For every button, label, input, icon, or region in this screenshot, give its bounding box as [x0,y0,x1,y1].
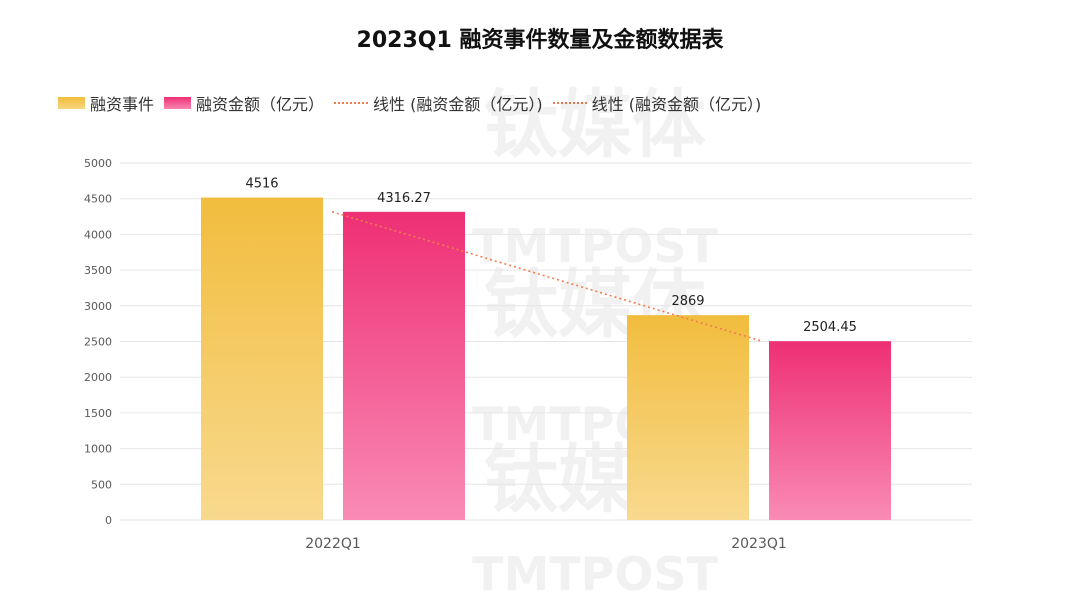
y-tick-label: 500 [91,478,112,491]
y-tick-label: 5000 [84,157,112,170]
watermark-text: 钛媒体 [484,82,706,168]
legend-label-trend-2: 线性 (融资金额（亿元）) [591,95,762,114]
y-tick-label: 2500 [84,336,112,349]
legend-item-trend-1: 线性 (融资金额（亿元）) [334,91,543,115]
legend-swatch-amount [164,97,192,109]
y-tick-label: 3000 [84,300,112,313]
legend-item-events: 融资事件 [58,91,154,115]
data-label: 4316.27 [377,191,431,206]
chart-title: 2023Q1 融资事件数量及金额数据表 [356,28,724,53]
bars [201,197,891,520]
bar-2022Q1-series-0 [201,197,323,520]
y-tick-label: 0 [105,514,112,527]
legend-label-amount: 融资金额（亿元） [196,95,325,114]
legend-item-amount: 融资金额（亿元） [164,91,324,115]
x-tick-label: 2022Q1 [305,536,361,552]
y-tick-label: 4000 [84,228,112,241]
data-label: 2504.45 [803,320,857,335]
x-axis-ticks: 2022Q1 2023Q1 [305,536,787,552]
y-axis-ticks: 0 500 1000 1500 2000 2500 3000 3500 4000 4500 5000 [84,157,112,527]
data-label: 2869 [671,294,704,309]
y-tick-label: 4500 [84,193,112,206]
chart-legend: 融资事件 融资金额（亿元） 线性 (融资金额（亿元）) 线性 (融资金额（亿元）… [58,91,771,115]
bar-2022Q1-series-1 [343,211,465,520]
legend-line-trend-1 [334,102,369,104]
legend-label-events: 融资事件 [90,95,155,114]
legend-swatch-events [58,97,85,109]
legend-label-trend-1: 线性 (融资金额（亿元）) [373,95,543,114]
y-tick-label: 1500 [84,407,112,420]
y-tick-label: 1000 [84,443,112,456]
y-tick-label: 3500 [84,264,112,277]
legend-line-trend-2 [552,102,587,104]
legend-item-trend-2: 线性 (融资金额（亿元）) [552,91,762,115]
y-tick-label: 2000 [84,371,112,384]
watermark-text: TMTPOST [472,547,718,601]
x-tick-label: 2023Q1 [731,536,787,552]
data-label: 4516 [245,177,278,192]
data-labels: 4516 4316.27 2869 2504.45 [245,177,856,336]
bar-2023Q1-series-0 [627,315,749,520]
watermark-text: TMTPOST [472,219,718,273]
bar-2023Q1-series-1 [769,341,891,520]
